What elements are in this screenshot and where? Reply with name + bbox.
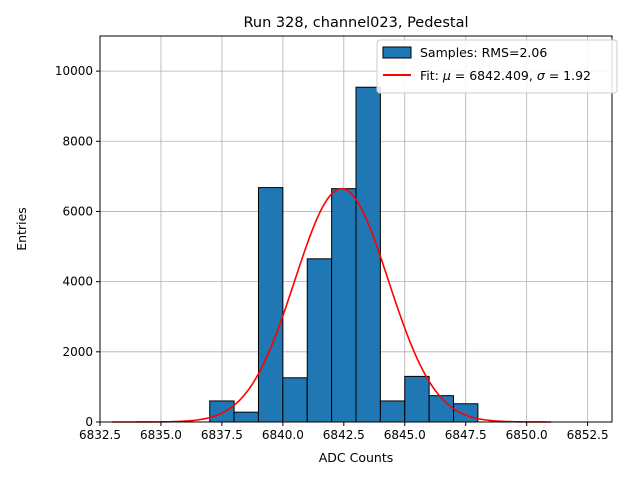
x-tick-label: 6832.5: [79, 428, 121, 442]
legend-fit-sigma-symbol: σ: [537, 68, 546, 83]
y-tick-label: 6000: [62, 204, 93, 218]
y-tick-label: 0: [85, 415, 93, 429]
x-tick-label: 6845.0: [384, 428, 426, 442]
histogram-bar: [379, 400, 406, 423]
legend-fit-prefix: Fit:: [420, 68, 443, 83]
chart-title: Run 328, channel023, Pedestal: [243, 15, 468, 31]
histogram-bars: [209, 86, 479, 423]
x-tick-label: 6850.0: [506, 428, 548, 442]
histogram-bar: [282, 377, 308, 423]
legend: Samples: RMS=2.06 Fit: μ = 6842.409, σ =…: [376, 39, 618, 94]
histogram-bar: [331, 188, 357, 423]
legend-histogram-label: Samples: RMS=2.06: [420, 45, 547, 60]
x-tick-label: 6837.5: [201, 428, 243, 442]
legend-fit-sigma-value: = 1.92: [545, 68, 591, 83]
x-axis-ticks: 6832.5 6835.0 6837.5 6840.0 6842.5 6845.0 6847…: [79, 422, 609, 442]
legend-box: [376, 39, 618, 94]
x-tick-label: 6842.5: [323, 428, 365, 442]
y-axis-label: Entries: [14, 207, 29, 251]
legend-fit-mu-symbol: μ: [442, 68, 451, 83]
histogram-bar: [355, 86, 381, 423]
histogram-bar: [257, 187, 284, 423]
histogram-bar: [428, 395, 455, 423]
x-tick-label: 6840.0: [262, 428, 304, 442]
histogram-bar: [453, 403, 479, 423]
x-tick-label: 6852.5: [567, 428, 609, 442]
x-axis-label: ADC Counts: [319, 450, 394, 465]
x-tick-label: 6847.5: [445, 428, 487, 442]
y-tick-label: 8000: [62, 134, 93, 148]
y-axis-ticks: 0 2000 4000 6000 8000 10000: [55, 64, 100, 429]
y-tick-label: 4000: [62, 275, 93, 289]
legend-fit-label: Fit: μ = 6842.409, σ = 1.92: [420, 68, 591, 83]
y-tick-label: 2000: [62, 345, 93, 359]
fit-curve: [112, 187, 552, 423]
legend-histogram-swatch: [382, 46, 412, 59]
legend-fit-mu-value: = 6842.409,: [451, 68, 537, 83]
histogram-bar: [404, 375, 430, 423]
y-tick-label: 10000: [55, 64, 93, 78]
axes-frame: [99, 35, 613, 423]
x-tick-label: 6835.0: [140, 428, 182, 442]
histogram-bar: [209, 400, 235, 423]
histogram-bar: [233, 411, 259, 423]
histogram-bar: [306, 258, 333, 423]
fit-curve-layer: [112, 187, 552, 423]
